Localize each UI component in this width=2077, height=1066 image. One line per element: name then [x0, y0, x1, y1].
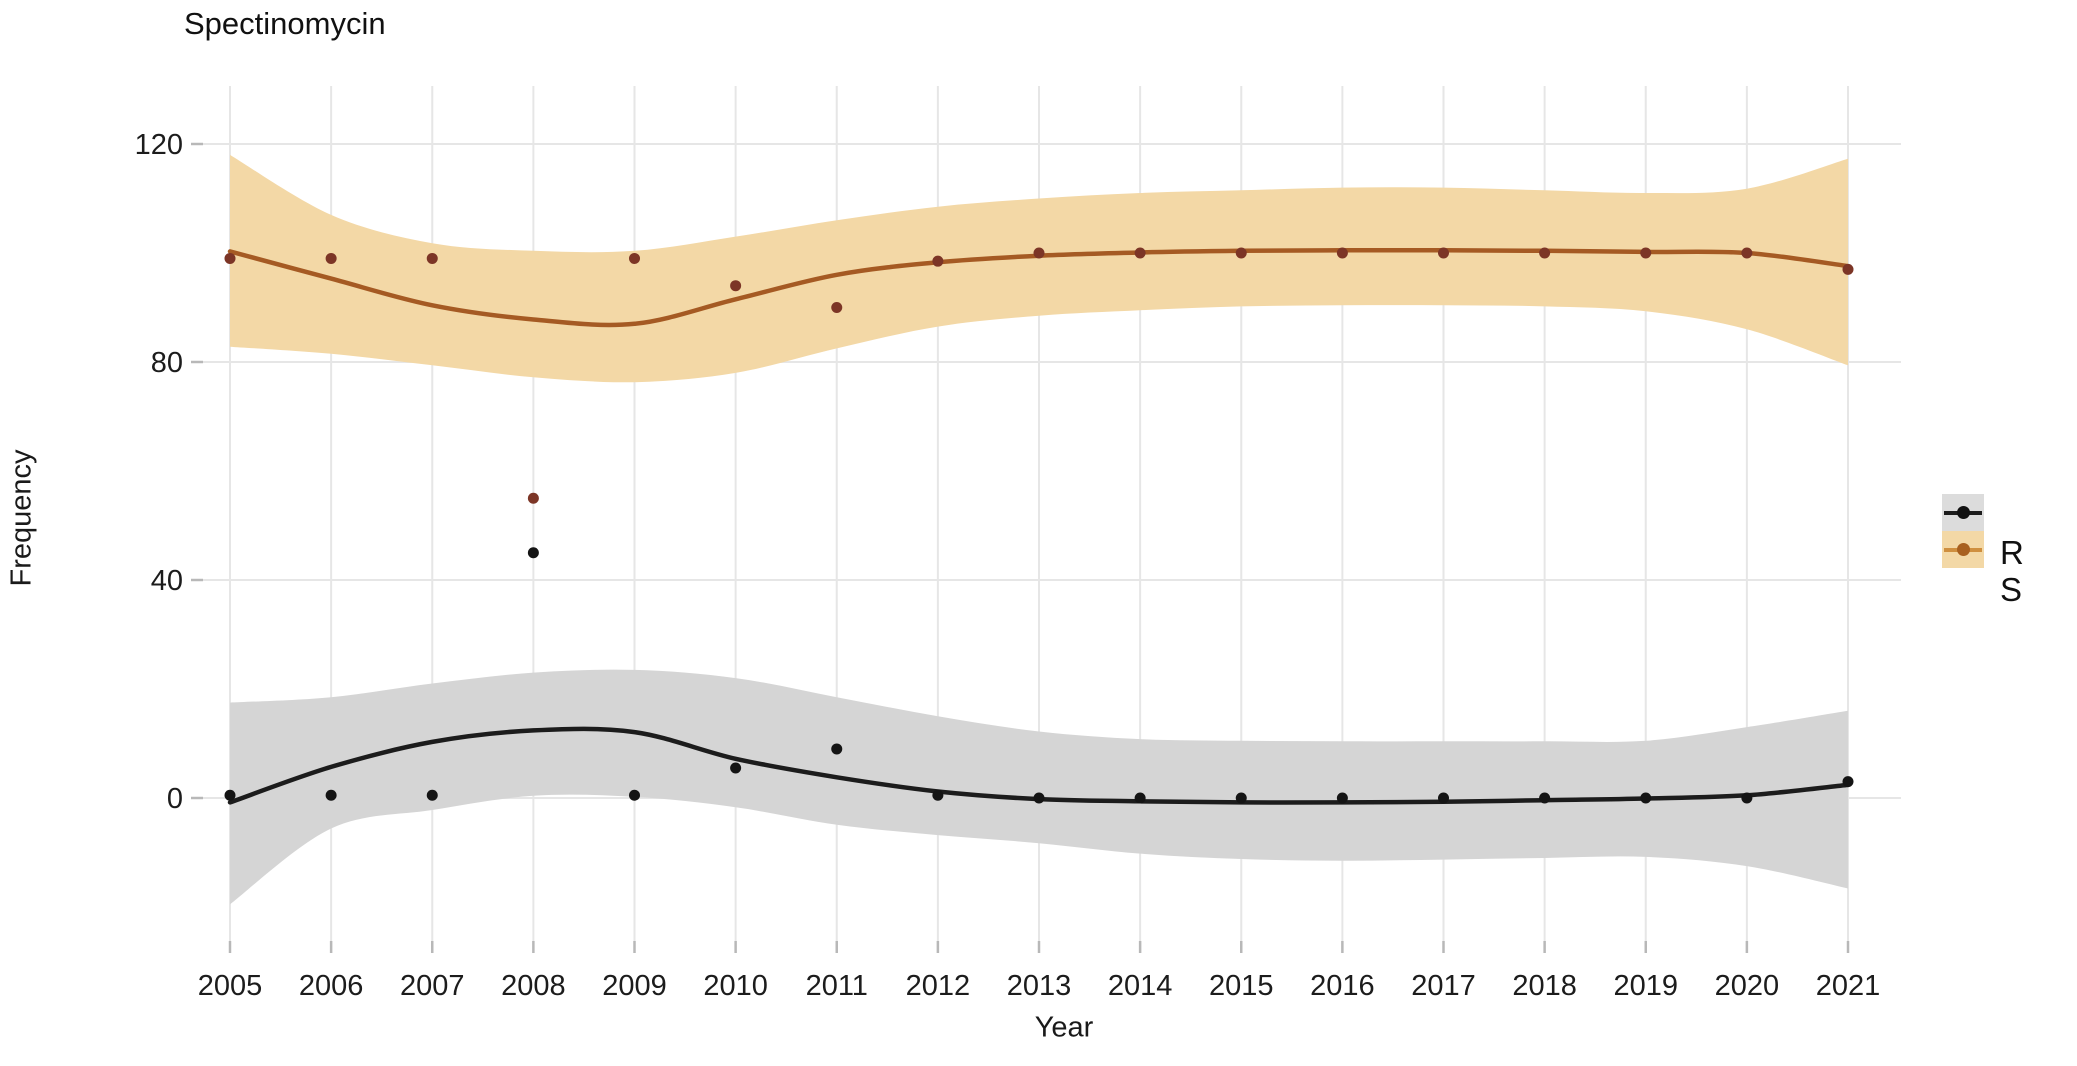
data-point-S: [1640, 247, 1652, 259]
data-point-R: [426, 789, 438, 801]
data-point-R: [325, 789, 337, 801]
data-point-R: [831, 743, 843, 755]
y-tick-label: 120: [135, 129, 183, 161]
data-point-S: [1134, 247, 1146, 259]
x-tick-label: 2010: [703, 970, 768, 1002]
x-tick-label: 2017: [1411, 970, 1476, 1002]
x-tick-label: 2019: [1613, 970, 1678, 1002]
data-point-S: [527, 492, 539, 504]
x-tick-label: 2014: [1108, 970, 1173, 1002]
data-point-R: [1741, 792, 1753, 804]
data-point-R: [1438, 792, 1449, 804]
y-tick-label: 80: [151, 347, 183, 379]
legend-key-R: [1942, 494, 1984, 531]
x-tick-label: 2007: [400, 970, 465, 1002]
data-point-S: [831, 302, 843, 313]
data-point-S: [426, 252, 438, 264]
x-tick-label: 2008: [501, 970, 566, 1002]
y-tick-label: 0: [167, 783, 183, 815]
data-point-R: [629, 789, 640, 801]
data-point-R: [932, 789, 944, 801]
x-tick-label: 2005: [198, 970, 263, 1002]
x-tick-label: 2012: [906, 970, 971, 1002]
data-point-R: [1640, 792, 1652, 804]
data-point-R: [224, 789, 236, 801]
x-tick-label: 2021: [1816, 970, 1881, 1002]
data-point-R: [1842, 776, 1854, 788]
data-point-S: [1336, 247, 1348, 259]
data-point-R: [1033, 792, 1045, 804]
x-tick-label: 2009: [602, 970, 667, 1002]
chart-title: Spectinomycin: [184, 6, 386, 41]
data-point-S: [1539, 247, 1551, 259]
x-tick-label: 2011: [806, 970, 868, 1002]
x-tick-label: 2018: [1512, 970, 1577, 1002]
legend-key-dot-R: [1956, 506, 1970, 519]
legend-key-dot-S: [1956, 543, 1970, 556]
legend-label-R: R: [2000, 534, 2024, 571]
data-point-S: [932, 255, 944, 267]
data-point-S: [730, 280, 742, 292]
data-point-R: [527, 547, 539, 559]
x-tick-label: 2006: [299, 970, 364, 1002]
data-point-S: [1842, 263, 1854, 275]
data-point-S: [1235, 247, 1247, 259]
legend: R S: [1942, 494, 2077, 614]
x-tick-label: 2016: [1310, 970, 1375, 1002]
data-point-S: [1033, 247, 1045, 259]
data-point-S: [629, 252, 640, 264]
data-point-R: [1336, 792, 1348, 804]
data-point-S: [1438, 247, 1449, 259]
data-point-R: [1235, 792, 1247, 804]
data-point-R: [1539, 792, 1551, 804]
data-point-S: [1741, 247, 1753, 259]
y-tick-label: 40: [151, 565, 183, 597]
data-point-R: [1134, 792, 1146, 804]
legend-key-S: [1942, 531, 1984, 568]
confidence-band-R: [230, 669, 1848, 905]
data-point-S: [325, 252, 337, 264]
x-tick-label: 2015: [1209, 970, 1274, 1002]
x-tick-label: 2013: [1007, 970, 1072, 1002]
data-point-S: [224, 252, 236, 264]
legend-label-S: S: [2000, 571, 2023, 608]
x-tick-label: 2020: [1715, 970, 1780, 1002]
x-axis-label: Year: [1034, 1011, 1094, 1044]
data-point-R: [730, 762, 742, 774]
